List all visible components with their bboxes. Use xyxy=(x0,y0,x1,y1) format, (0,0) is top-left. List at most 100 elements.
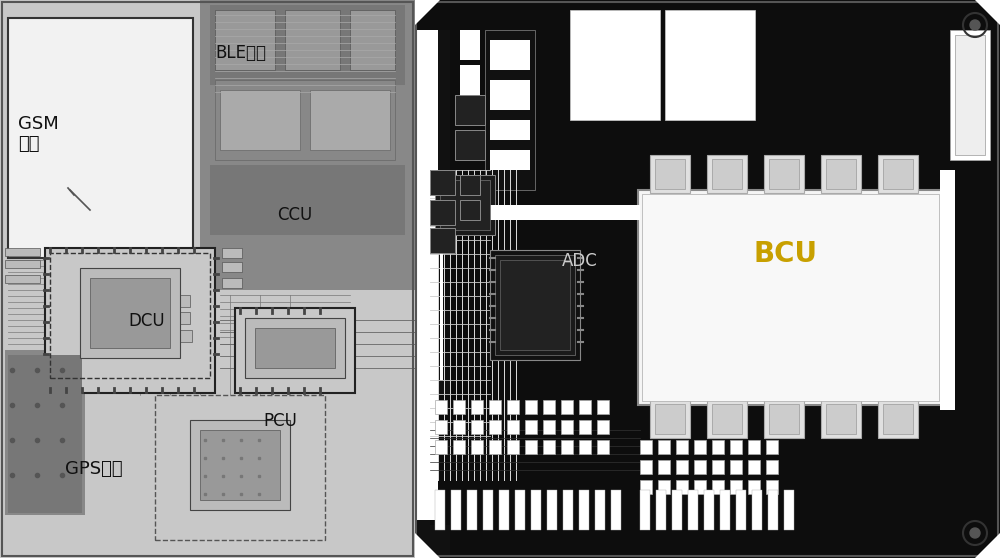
Bar xyxy=(451,490,461,530)
Bar xyxy=(784,490,794,530)
Bar xyxy=(453,440,465,454)
Bar xyxy=(543,440,555,454)
Bar xyxy=(730,460,742,474)
Bar xyxy=(764,155,804,193)
Bar xyxy=(769,404,799,434)
Bar xyxy=(766,460,778,474)
Bar xyxy=(748,480,760,494)
Text: CCU: CCU xyxy=(277,206,312,224)
Bar xyxy=(200,0,415,290)
Bar xyxy=(707,400,747,438)
Bar xyxy=(768,490,778,530)
Bar xyxy=(165,312,190,324)
Bar xyxy=(200,430,280,500)
Bar xyxy=(531,490,541,530)
Bar xyxy=(712,159,742,189)
Bar xyxy=(515,490,525,530)
Bar xyxy=(453,400,465,414)
Bar xyxy=(450,20,560,200)
Bar xyxy=(826,159,856,189)
Bar xyxy=(655,159,685,189)
Bar xyxy=(748,440,760,454)
Bar xyxy=(490,80,530,110)
Bar xyxy=(255,328,335,368)
Bar xyxy=(222,278,242,288)
Polygon shape xyxy=(975,0,1000,25)
Bar xyxy=(416,30,438,520)
Bar xyxy=(489,400,501,414)
Bar xyxy=(712,404,742,434)
Polygon shape xyxy=(975,533,1000,558)
Bar xyxy=(490,40,530,70)
Bar xyxy=(543,420,555,434)
Bar xyxy=(655,404,685,434)
Bar xyxy=(950,30,990,160)
Bar xyxy=(490,250,580,360)
Bar xyxy=(597,420,609,434)
Bar xyxy=(561,420,573,434)
Bar xyxy=(712,440,724,454)
Bar xyxy=(563,490,573,530)
Text: ADC: ADC xyxy=(562,252,598,270)
Bar xyxy=(495,255,575,355)
Bar xyxy=(507,440,519,454)
Bar xyxy=(640,480,652,494)
Bar xyxy=(460,30,480,60)
Bar xyxy=(210,165,405,235)
Bar xyxy=(415,0,1000,558)
Bar xyxy=(460,200,480,220)
Bar xyxy=(955,35,985,155)
Bar xyxy=(155,395,325,540)
Bar xyxy=(525,440,537,454)
Circle shape xyxy=(970,528,980,538)
Bar xyxy=(0,0,415,558)
Bar xyxy=(579,440,591,454)
Bar xyxy=(490,150,530,170)
Bar xyxy=(766,480,778,494)
Bar xyxy=(525,400,537,414)
Bar xyxy=(611,490,621,530)
Bar xyxy=(80,268,180,358)
Polygon shape xyxy=(415,533,440,558)
Bar xyxy=(350,10,395,70)
Text: DCU: DCU xyxy=(128,312,165,330)
Bar xyxy=(676,440,688,454)
Bar xyxy=(640,490,650,530)
Bar xyxy=(707,155,747,193)
Bar xyxy=(435,175,495,235)
Bar xyxy=(285,10,340,70)
Bar xyxy=(483,490,493,530)
Bar xyxy=(165,330,177,342)
Bar xyxy=(8,18,193,258)
Bar xyxy=(500,260,570,350)
Text: BLE天线: BLE天线 xyxy=(215,44,266,62)
Bar xyxy=(730,480,742,494)
Text: PCU: PCU xyxy=(263,412,297,430)
Bar xyxy=(471,400,483,414)
Bar xyxy=(650,155,690,193)
Bar xyxy=(485,30,535,190)
Bar xyxy=(730,440,742,454)
Bar xyxy=(579,400,591,414)
Bar xyxy=(665,10,755,120)
Bar xyxy=(704,490,714,530)
Bar xyxy=(471,440,483,454)
Bar xyxy=(764,400,804,438)
Bar xyxy=(640,440,652,454)
Bar xyxy=(821,400,861,438)
Bar xyxy=(440,230,443,380)
Bar xyxy=(435,490,445,530)
Bar xyxy=(215,10,275,70)
Bar xyxy=(440,180,490,230)
Bar xyxy=(490,120,530,140)
Bar xyxy=(499,490,509,530)
Circle shape xyxy=(970,20,980,30)
Bar xyxy=(650,400,690,438)
Bar xyxy=(736,490,746,530)
Bar xyxy=(467,490,477,530)
Bar xyxy=(821,155,861,193)
Bar xyxy=(720,490,730,530)
Bar xyxy=(507,400,519,414)
Bar xyxy=(640,460,652,474)
Bar xyxy=(5,275,40,283)
